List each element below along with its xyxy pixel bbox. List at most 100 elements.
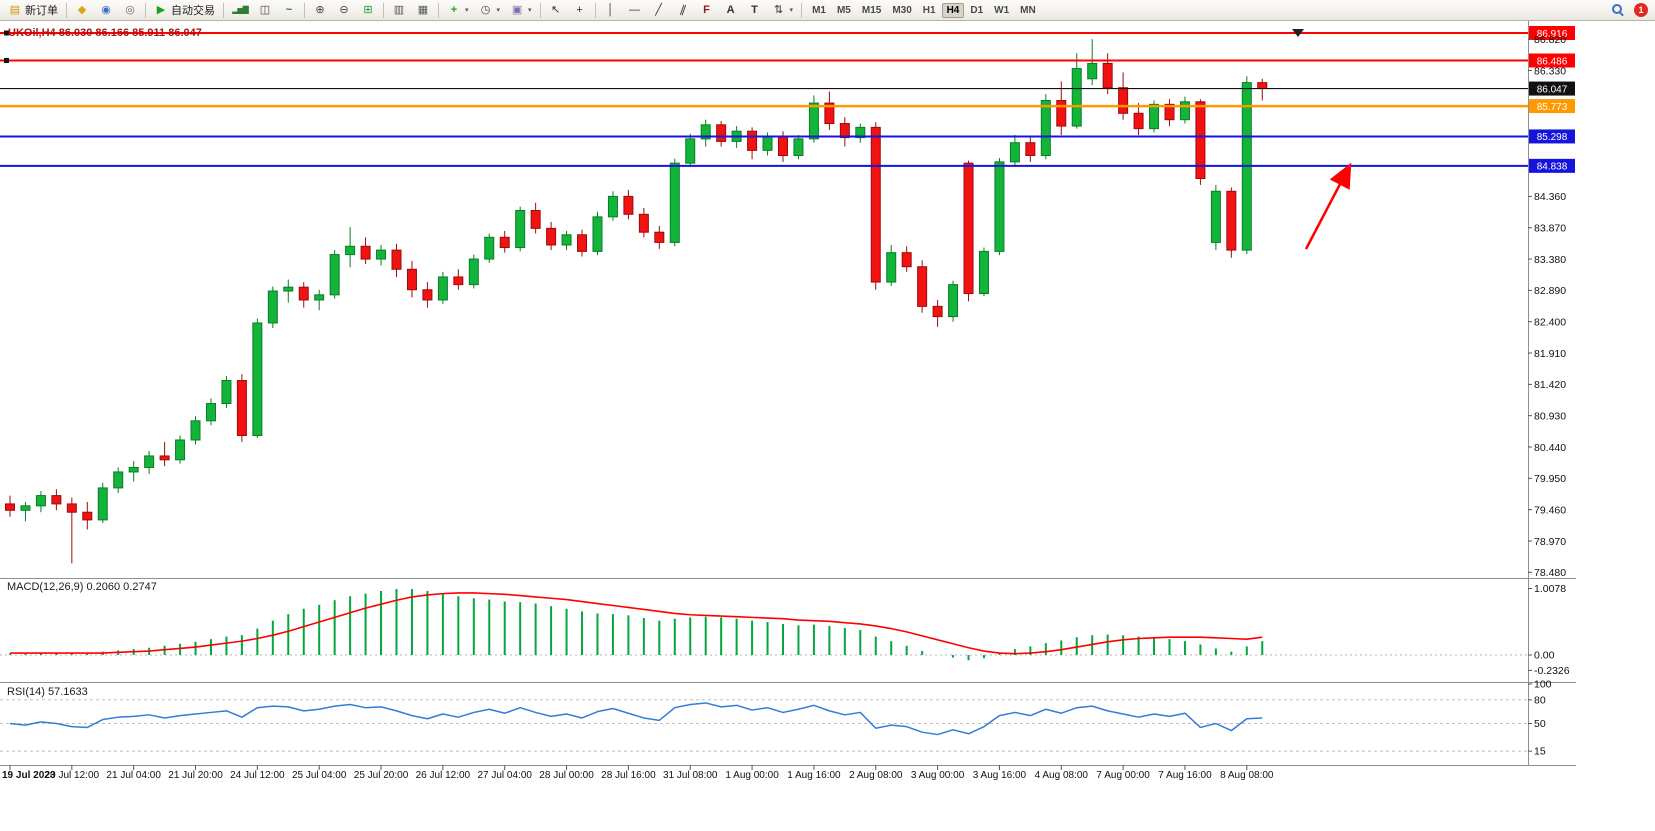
- new-order-button[interactable]: ▤ 新订单: [3, 1, 63, 19]
- svg-text:-0.2326: -0.2326: [1534, 665, 1570, 677]
- toolbar-separator: [145, 2, 146, 18]
- price-lines[interactable]: 86.916 86.486 86.047 85.773 85.298 84.838: [0, 26, 1575, 173]
- svg-text:50: 50: [1534, 718, 1546, 730]
- tile-windows-icon: ▥: [393, 3, 405, 16]
- profiles-button[interactable]: ▦: [411, 1, 435, 19]
- svg-text:7 Aug 00:00: 7 Aug 00:00: [1096, 770, 1150, 781]
- auto-arrange-button[interactable]: ⊞: [356, 1, 380, 19]
- svg-text:27 Jul 04:00: 27 Jul 04:00: [477, 770, 532, 781]
- svg-text:86.047: 86.047: [1537, 84, 1568, 95]
- profiles-icon: ▦: [417, 3, 429, 16]
- channel-icon: ∥: [678, 2, 688, 17]
- chevron-down-icon: ▾: [789, 7, 794, 14]
- timeframe-button-M15[interactable]: M15: [857, 3, 886, 18]
- fibonacci-icon: F: [703, 3, 710, 16]
- svg-text:81.420: 81.420: [1534, 379, 1566, 391]
- price-axis[interactable]: 86.820 86.330 84.360 83.870 83.380 82.890 82.4…: [1528, 34, 1566, 579]
- chevron-down-icon: ▾: [465, 7, 469, 14]
- crosshair-button[interactable]: +: [568, 1, 592, 19]
- market-watch-button[interactable]: ◆: [70, 1, 94, 19]
- text-tool-button[interactable]: A: [719, 1, 743, 19]
- svg-text:84.360: 84.360: [1534, 191, 1566, 203]
- arrows-tool-button[interactable]: ⇅ ▾: [767, 1, 799, 19]
- candles-plot[interactable]: [5, 39, 1268, 564]
- channel-tool-button[interactable]: ∥: [671, 1, 695, 19]
- text-icon: A: [726, 3, 735, 16]
- tile-windows-button[interactable]: ▥: [387, 1, 411, 19]
- svg-text:86.916: 86.916: [1537, 29, 1568, 40]
- timeframe-button-M1[interactable]: M1: [807, 3, 831, 18]
- svg-text:25 Jul 20:00: 25 Jul 20:00: [354, 770, 409, 781]
- toolbar-separator: [66, 2, 67, 18]
- templates-button[interactable]: ▣ ▾: [505, 1, 537, 19]
- market-watch-icon: ◆: [77, 3, 87, 16]
- svg-text:81.910: 81.910: [1534, 348, 1566, 360]
- horizontal-line-tool-button[interactable]: —: [623, 1, 647, 19]
- toolbar-separator: [801, 2, 803, 18]
- periods-button[interactable]: ◷ ▾: [474, 1, 506, 19]
- svg-text:25 Jul 04:00: 25 Jul 04:00: [292, 770, 347, 781]
- bar-chart-button[interactable]: ▂▅▇: [227, 1, 253, 19]
- svg-text:21 Jul 20:00: 21 Jul 20:00: [168, 770, 223, 781]
- indicator-levels: [0, 654, 1528, 752]
- fibonacci-tool-button[interactable]: F: [695, 1, 719, 19]
- line-chart-icon: ~: [285, 3, 293, 16]
- svg-text:28 Jul 16:00: 28 Jul 16:00: [601, 770, 656, 781]
- trendline-tool-button[interactable]: ╱: [647, 1, 671, 19]
- clock-icon: ◷: [480, 3, 491, 16]
- vertical-line-tool-button[interactable]: │: [599, 1, 623, 19]
- svg-text:83.380: 83.380: [1534, 254, 1566, 266]
- rsi-panel: 100 80 50 15: [9, 679, 1552, 758]
- svg-text:86.486: 86.486: [1537, 56, 1568, 67]
- timeframe-button-H1[interactable]: H1: [918, 3, 941, 18]
- label-tool-button[interactable]: T: [743, 1, 767, 19]
- svg-text:3 Aug 16:00: 3 Aug 16:00: [973, 770, 1027, 781]
- timeframe-button-W1[interactable]: W1: [989, 3, 1014, 18]
- cursor-button[interactable]: ↖: [544, 1, 568, 19]
- zoom-out-button[interactable]: ⊖: [332, 1, 356, 19]
- search-icon: [1612, 3, 1625, 17]
- timeframe-button-M5[interactable]: M5: [832, 3, 856, 18]
- toolbar-separator: [304, 2, 305, 18]
- cursor-icon: ↖: [550, 3, 561, 16]
- svg-text:21 Jul 04:00: 21 Jul 04:00: [106, 770, 161, 781]
- svg-text:4 Aug 08:00: 4 Aug 08:00: [1035, 770, 1089, 781]
- timeframe-button-MN[interactable]: MN: [1015, 3, 1041, 18]
- navigator-icon: ◉: [101, 3, 111, 16]
- indicators-plus-icon: +: [450, 3, 458, 16]
- candlestick-chart-button[interactable]: ◫: [253, 1, 277, 19]
- search-button[interactable]: [1607, 1, 1630, 19]
- timeframe-button-D1[interactable]: D1: [965, 3, 988, 18]
- horizontal-line-icon: —: [629, 3, 641, 16]
- notification-badge[interactable]: 1: [1634, 3, 1648, 17]
- autotrading-button[interactable]: ▶ 自动交易: [149, 1, 220, 19]
- macd-label: MACD(12,26,9) 0.2060 0.2747: [7, 581, 157, 593]
- svg-text:78.480: 78.480: [1534, 567, 1566, 579]
- indicators-button[interactable]: + ▾: [442, 1, 474, 19]
- timeframe-button-H4[interactable]: H4: [941, 2, 965, 18]
- svg-text:3 Aug 00:00: 3 Aug 00:00: [911, 770, 965, 781]
- svg-text:86.330: 86.330: [1534, 65, 1566, 77]
- auto-arrange-icon: ⊞: [363, 3, 373, 16]
- navigator-button[interactable]: ◉: [94, 1, 118, 19]
- data-window-button[interactable]: ◎: [118, 1, 142, 19]
- svg-text:1.0078: 1.0078: [1534, 583, 1566, 595]
- chevron-down-icon: ▾: [528, 7, 532, 14]
- line-chart-button[interactable]: ~: [277, 1, 301, 19]
- data-window-icon: ◎: [125, 3, 135, 16]
- arrows-icon: ⇅: [773, 3, 784, 16]
- new-order-icon: ▤: [9, 3, 21, 16]
- svg-text:24 Jul 12:00: 24 Jul 12:00: [230, 770, 285, 781]
- zoom-in-button[interactable]: ⊕: [308, 1, 332, 19]
- svg-text:86.820: 86.820: [1534, 34, 1566, 46]
- annotations[interactable]: [1292, 29, 1352, 250]
- svg-text:1 Aug 00:00: 1 Aug 00:00: [725, 770, 779, 781]
- timeframe-button-M30[interactable]: M30: [887, 3, 916, 18]
- svg-text:80: 80: [1534, 694, 1546, 706]
- svg-text:20 Jul 12:00: 20 Jul 12:00: [45, 770, 100, 781]
- zoom-in-icon: ⊕: [315, 3, 325, 16]
- svg-text:84.838: 84.838: [1537, 162, 1568, 173]
- svg-text:79.950: 79.950: [1534, 473, 1566, 485]
